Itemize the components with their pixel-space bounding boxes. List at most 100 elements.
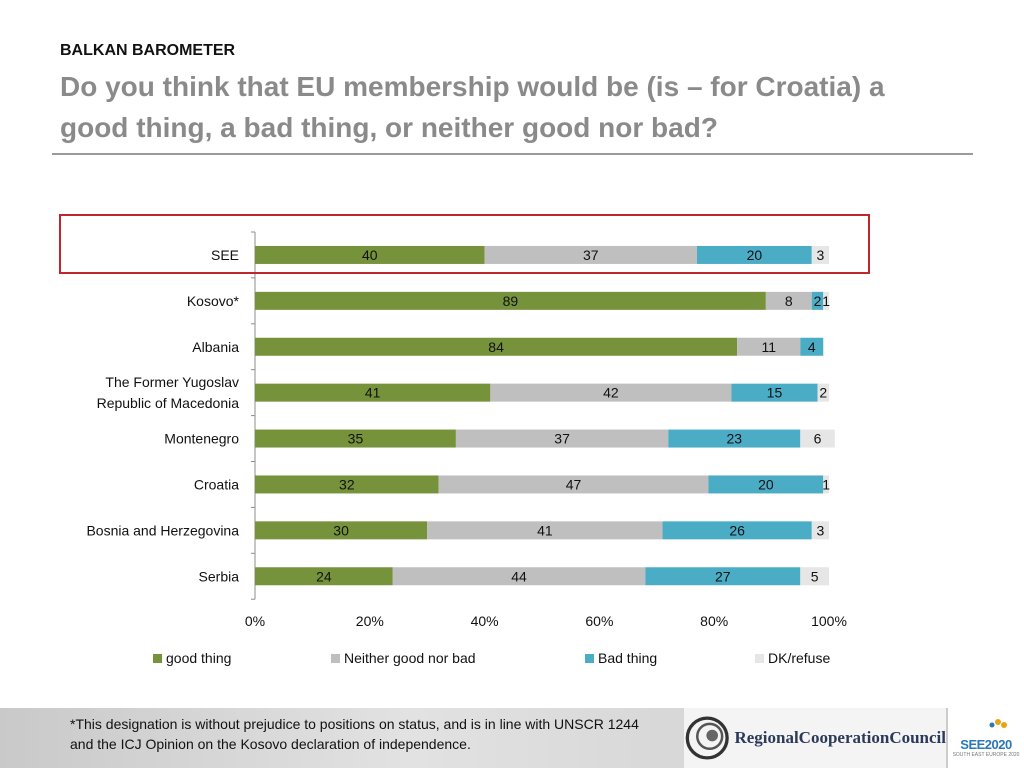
category-label: Bosnia and Herzegovina xyxy=(86,522,239,538)
legend-item: Neither good nor bad xyxy=(331,650,476,666)
data-label: 5 xyxy=(811,568,819,584)
category-label: Albania xyxy=(192,339,239,355)
bar-segment xyxy=(455,429,669,448)
x-tick-label: 60% xyxy=(585,613,613,629)
bar-segment xyxy=(737,337,801,356)
bar-segment xyxy=(800,567,829,586)
bar-segment xyxy=(490,383,732,402)
bar-segment xyxy=(800,337,824,356)
data-label: 84 xyxy=(488,339,504,355)
bar-segment xyxy=(708,475,824,494)
legend-swatch xyxy=(331,653,340,663)
bar-segment xyxy=(765,291,812,310)
x-tick-label: 100% xyxy=(811,613,847,629)
x-tick-label: 20% xyxy=(356,613,384,629)
data-label: 3 xyxy=(816,522,824,538)
category-label: Republic of Macedonia xyxy=(97,395,240,411)
bar-segment xyxy=(668,429,801,448)
kosovo-footnote: *This designation is without prejudice t… xyxy=(70,716,639,752)
data-label: 23 xyxy=(727,431,743,447)
bar-segment xyxy=(427,521,663,540)
legend-swatch xyxy=(755,653,764,663)
category-label: Serbia xyxy=(199,568,240,584)
x-tick-label: 40% xyxy=(471,613,499,629)
bar-segment xyxy=(484,245,697,264)
data-label: 37 xyxy=(554,431,570,447)
category-label: SEE xyxy=(211,247,239,263)
bar-segment xyxy=(255,567,393,586)
data-label: 15 xyxy=(767,385,783,401)
data-label: 40 xyxy=(362,247,378,263)
data-label: 89 xyxy=(503,293,519,309)
rcc-logo-text: RegionalCooperationCouncil xyxy=(734,728,946,747)
footer-band: *This designation is without prejudice t… xyxy=(0,708,1024,768)
category-label: Kosovo* xyxy=(187,293,240,309)
legend-label: Neither good nor bad xyxy=(344,650,476,666)
data-label: 27 xyxy=(715,568,731,584)
bar-segment xyxy=(811,291,824,310)
bar-segment xyxy=(255,291,766,310)
data-label: 32 xyxy=(339,476,355,492)
category-label: Croatia xyxy=(194,476,239,492)
see2020-logo-text: SEE2020 xyxy=(960,736,1012,752)
data-label: 30 xyxy=(333,522,349,538)
bar-segment xyxy=(255,337,738,356)
bar-segment xyxy=(823,475,829,494)
bar-segment xyxy=(255,383,491,402)
category-label: Montenegro xyxy=(164,431,239,447)
data-label: 37 xyxy=(583,247,599,263)
data-label: 2 xyxy=(814,293,822,309)
legend-label: good thing xyxy=(166,650,232,666)
data-label: 20 xyxy=(758,476,774,492)
see2020-logo: SEE2020 SOUTH EAST EUROPE 2020 xyxy=(948,708,1024,768)
data-label: 3 xyxy=(816,247,824,263)
data-label: 24 xyxy=(316,568,332,584)
bar-segment xyxy=(811,245,829,264)
bar-segment xyxy=(392,567,646,586)
legend-label: DK/refuse xyxy=(768,650,831,666)
bar-segment xyxy=(696,245,812,264)
data-label: 11 xyxy=(761,339,776,355)
data-label: 4 xyxy=(808,339,816,355)
category-label: The Former Yugoslav xyxy=(105,374,239,390)
bar-segment xyxy=(255,475,439,494)
bar-segment xyxy=(662,521,812,540)
data-label: 1 xyxy=(822,476,830,492)
data-label: 44 xyxy=(511,568,527,584)
legend-label: Bad thing xyxy=(598,650,658,666)
legend-swatch xyxy=(585,653,594,663)
legend-swatch xyxy=(153,653,162,663)
data-label: 41 xyxy=(365,385,381,401)
bar-segment xyxy=(731,383,818,402)
bar-segment xyxy=(811,521,829,540)
bar-segment xyxy=(255,245,485,264)
legend-item: DK/refuse xyxy=(755,650,830,666)
data-label: 42 xyxy=(603,385,619,401)
bar-segment xyxy=(823,291,829,310)
data-label: 8 xyxy=(785,293,793,309)
x-tick-label: 80% xyxy=(700,613,728,629)
see2020-mark-icon xyxy=(989,719,1007,728)
data-label: 47 xyxy=(566,476,582,492)
bar-segment xyxy=(255,429,456,448)
see2020-logo-sub: SOUTH EAST EUROPE 2020 xyxy=(952,751,1020,758)
bar-segment xyxy=(645,567,801,586)
data-label: 41 xyxy=(537,522,553,538)
page-title: Do you think that EU membership would be… xyxy=(60,71,885,143)
data-label: 20 xyxy=(747,247,763,263)
bar-segment xyxy=(800,429,835,448)
report-kicker: BALKAN BAROMETER xyxy=(60,42,236,59)
bar-segment xyxy=(255,521,428,540)
bar-segment xyxy=(817,383,829,402)
rcc-mark-icon xyxy=(685,716,729,760)
rcc-logo: RegionalCooperationCouncil xyxy=(684,708,946,768)
data-label: 1 xyxy=(822,293,830,309)
x-tick-label: 0% xyxy=(245,613,265,629)
legend-item: good thing xyxy=(153,650,231,666)
data-label: 26 xyxy=(729,522,745,538)
data-label: 2 xyxy=(819,385,827,401)
title-divider xyxy=(52,153,973,155)
data-label: 6 xyxy=(814,431,822,447)
legend-item: Bad thing xyxy=(585,650,657,666)
